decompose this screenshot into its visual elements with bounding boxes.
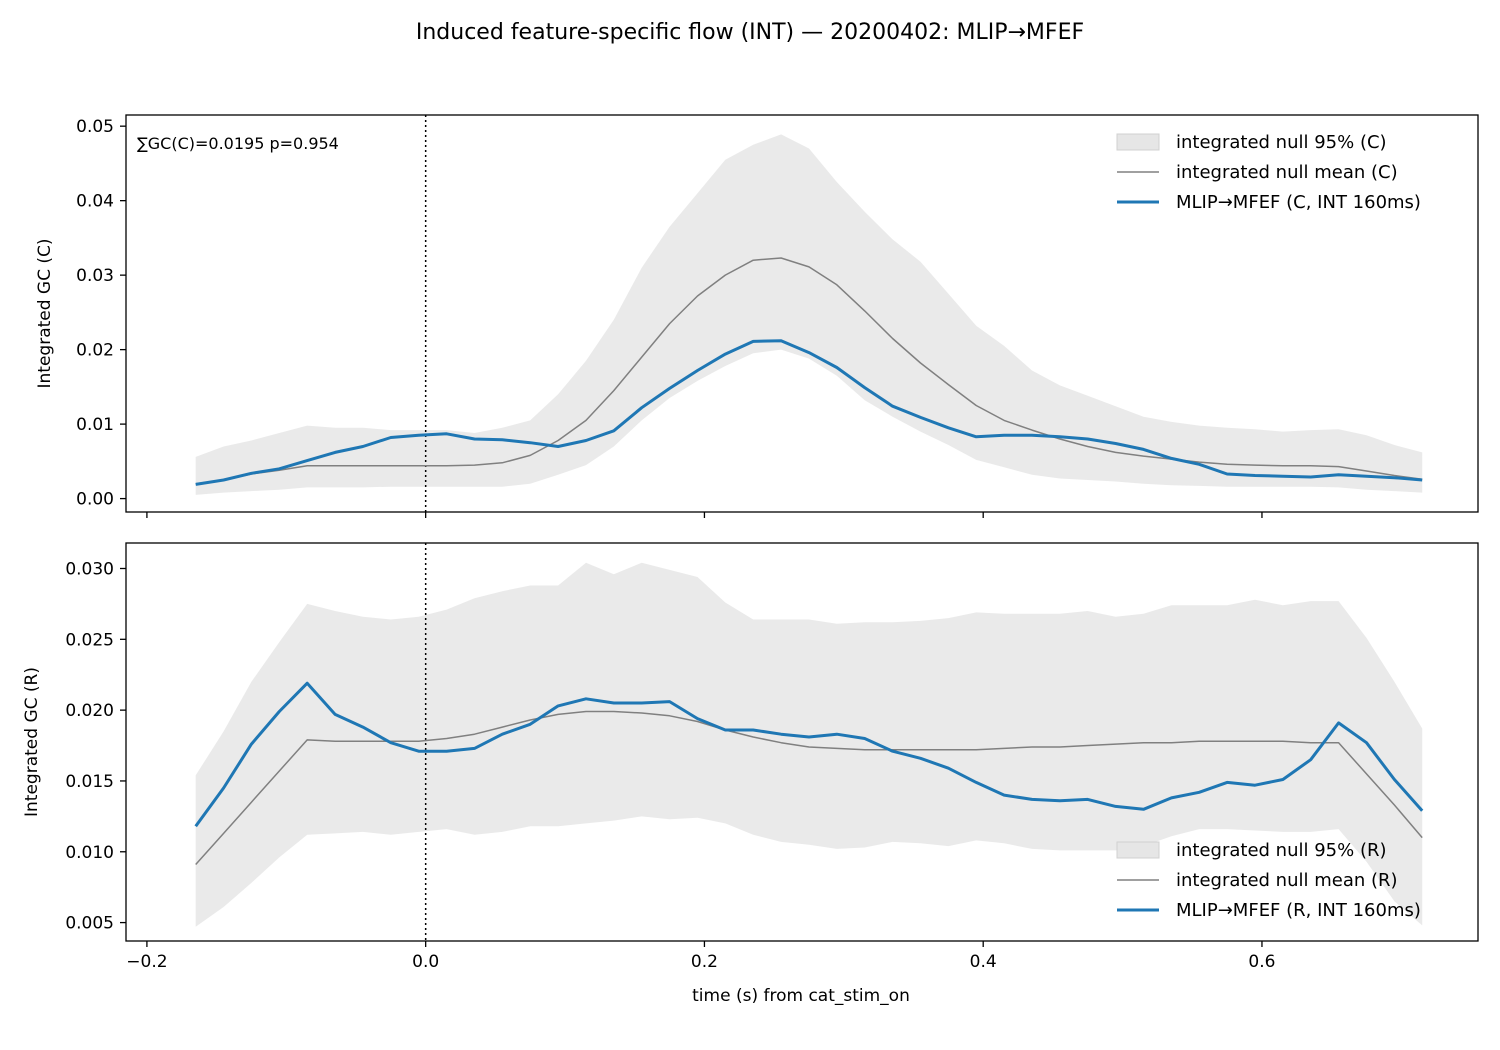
legend-label: integrated null 95% (R) bbox=[1176, 840, 1387, 861]
legend-label: MLIP→MFEF (C, INT 160ms) bbox=[1176, 192, 1421, 213]
panel-top: 0.00 0.01 0.02 0.03 0.04 0.05 Integrated GC (C… bbox=[35, 114, 1479, 518]
y-tick-label: 0.030 bbox=[65, 559, 114, 579]
null-95-band bbox=[195, 134, 1423, 495]
axes-frame bbox=[125, 542, 1479, 942]
y-tick-label: 0.015 bbox=[65, 772, 114, 792]
stats-annotation: ∑GC(C)=0.0195 p=0.954 bbox=[137, 134, 339, 153]
y-tick-label: 0.04 bbox=[76, 192, 114, 212]
legend: integrated null 95% (R) integrated null m… bbox=[1116, 840, 1421, 921]
y-tick-label: 0.00 bbox=[76, 490, 114, 510]
y-tick-label: 0.010 bbox=[65, 843, 114, 863]
legend: integrated null 95% (C) integrated null m… bbox=[1116, 132, 1421, 213]
legend-label: integrated null mean (R) bbox=[1176, 870, 1398, 891]
legend-swatch-band bbox=[1116, 133, 1160, 151]
y-axis-label: Integrated GC (R) bbox=[22, 667, 42, 817]
legend-swatch-band bbox=[1116, 841, 1160, 859]
null-95-band bbox=[195, 562, 1423, 927]
y-axis-label: Integrated GC (C) bbox=[35, 238, 55, 388]
y-tick-label: 0.005 bbox=[65, 914, 114, 934]
legend-label: MLIP→MFEF (R, INT 160ms) bbox=[1176, 900, 1421, 921]
y-tick-label: 0.05 bbox=[76, 117, 114, 137]
legend-label: integrated null mean (C) bbox=[1176, 162, 1398, 183]
x-tick-label: 0.4 bbox=[970, 952, 997, 972]
y-tick-label: 0.025 bbox=[65, 630, 114, 650]
y-tick-label: 0.01 bbox=[76, 415, 114, 435]
y-tick-label: 0.03 bbox=[76, 266, 114, 286]
panel-bottom: −0.2 0.0 0.2 0.4 0.6 0.005 0.010 0.015 0.020 0.02… bbox=[22, 542, 1479, 972]
legend-label: integrated null 95% (C) bbox=[1176, 132, 1387, 153]
y-tick-label: 0.020 bbox=[65, 701, 114, 721]
y-tick-label: 0.02 bbox=[76, 341, 114, 361]
series-line bbox=[195, 339, 1423, 486]
series-line bbox=[194, 681, 1424, 828]
x-tick-label: 0.2 bbox=[691, 952, 718, 972]
x-tick-label: 0.6 bbox=[1248, 952, 1275, 972]
axes-frame bbox=[125, 114, 1479, 513]
x-axis-label: time (s) from cat_stim_on bbox=[692, 986, 910, 1006]
null-mean-line bbox=[195, 710, 1423, 866]
figure-title: Induced feature-specific flow (INT) — 20… bbox=[416, 20, 1084, 45]
null-mean-line bbox=[195, 257, 1423, 485]
x-tick-label: −0.2 bbox=[126, 952, 167, 972]
x-tick-label: 0.0 bbox=[412, 952, 439, 972]
